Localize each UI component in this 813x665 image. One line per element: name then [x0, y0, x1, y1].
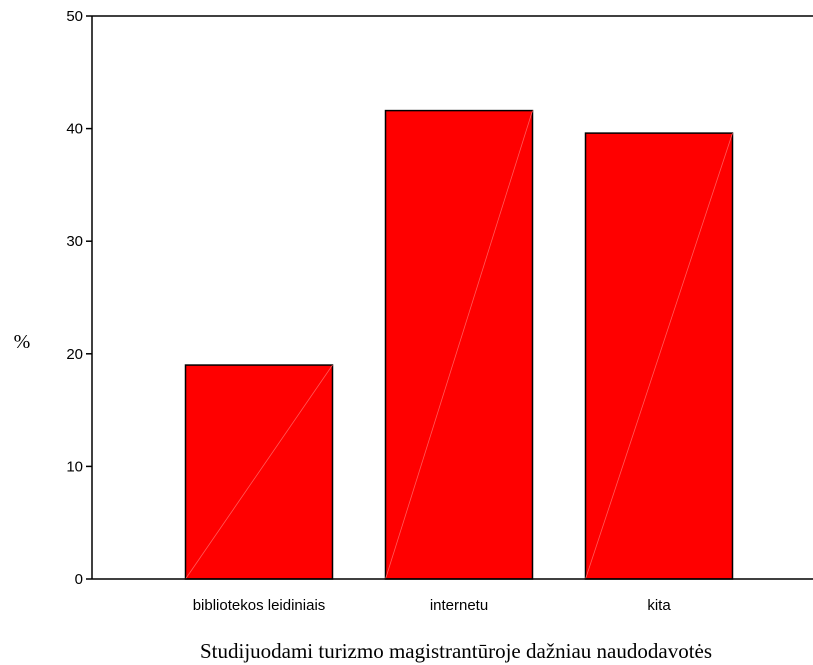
x-category-label: bibliotekos leidiniais: [193, 597, 326, 614]
bars-layer: [184, 109, 734, 580]
y-tick-label: 30: [66, 233, 83, 250]
y-tick-label: 10: [66, 458, 83, 475]
axes-layer: [91, 15, 813, 580]
y-tick-label: 50: [66, 8, 83, 25]
x-axis-label: Studijuodami turizmo magistrantūroje daž…: [200, 639, 712, 663]
bar-shading-line: [385, 110, 533, 580]
x-category-label: kita: [647, 597, 671, 614]
y-tick-label: 40: [66, 121, 83, 138]
y-axis-label: %: [14, 331, 31, 353]
y-tick-label: 20: [66, 346, 83, 363]
y-ticks-layer: 0 10 20 30 40 50: [66, 8, 92, 588]
y-tick-label: 0: [75, 571, 83, 588]
bar-shading-line: [185, 364, 333, 580]
x-category-label: internetu: [430, 597, 488, 614]
x-labels-layer: bibliotekos leidiniais internetu kita: [193, 597, 672, 614]
bar-shading-line: [585, 132, 733, 580]
